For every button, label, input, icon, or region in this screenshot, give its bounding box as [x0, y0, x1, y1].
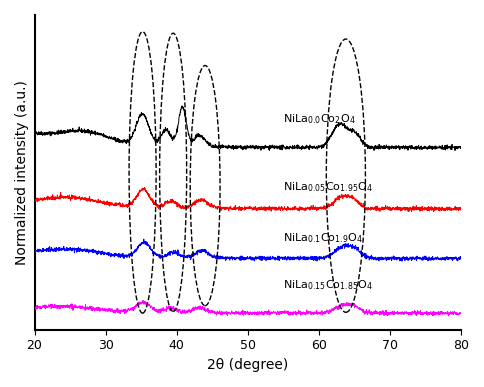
Text: NiLa$_{0.1}$Co$_{1.9}$O$_4$: NiLa$_{0.1}$Co$_{1.9}$O$_4$ [283, 231, 363, 245]
Text: NiLa$_{0.0}$Co$_2$O$_4$: NiLa$_{0.0}$Co$_2$O$_4$ [283, 112, 356, 126]
Text: NiLa$_{0.05}$Co$_{1.95}$O$_4$: NiLa$_{0.05}$Co$_{1.95}$O$_4$ [283, 180, 373, 194]
Y-axis label: Normalized intensity (a.u.): Normalized intensity (a.u.) [15, 80, 29, 265]
Text: NiLa$_{0.15}$Co$_{1.85}$O$_4$: NiLa$_{0.15}$Co$_{1.85}$O$_4$ [283, 278, 373, 292]
X-axis label: 2θ (degree): 2θ (degree) [207, 358, 288, 372]
